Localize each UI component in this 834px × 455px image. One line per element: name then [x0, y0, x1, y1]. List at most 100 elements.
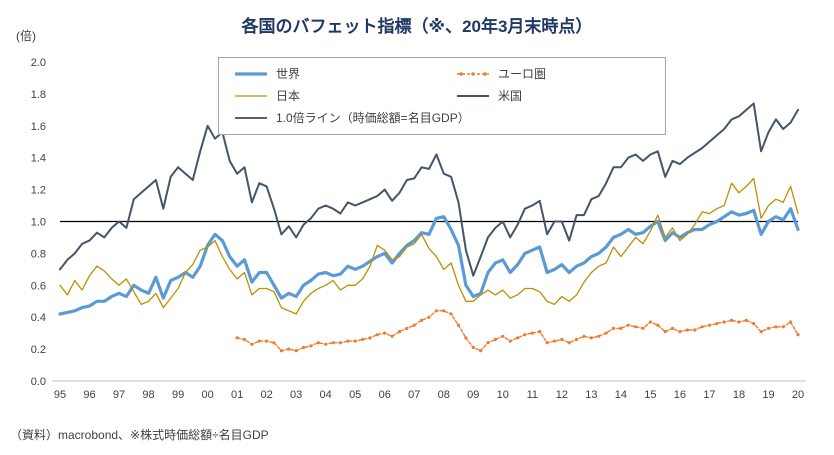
legend-label: ユーロ圏: [498, 67, 547, 81]
y-tick-label: 0.8: [31, 248, 46, 260]
y-tick-label: 2.0: [31, 57, 46, 69]
series-marker: [589, 336, 594, 340]
legend-line-swatch: [457, 72, 489, 76]
series-marker: [545, 341, 549, 345]
x-tick-label: 00: [201, 389, 213, 401]
series-marker: [331, 341, 335, 345]
series-marker: [316, 341, 320, 345]
series-marker: [324, 342, 328, 346]
series-marker: [508, 339, 512, 343]
series-marker: [294, 349, 298, 353]
legend-line-swatch: [235, 95, 267, 97]
x-tick-label: 04: [320, 389, 332, 401]
y-tick-label: 1.8: [31, 89, 46, 101]
x-tick-label: 13: [585, 389, 597, 401]
series-marker: [272, 341, 276, 345]
series-marker: [789, 320, 793, 324]
x-tick-label: 16: [674, 389, 686, 401]
series-marker: [700, 325, 704, 329]
series-marker: [656, 323, 660, 327]
series-marker: [493, 337, 497, 342]
x-tick-label: 17: [703, 389, 715, 401]
series-marker: [604, 331, 608, 335]
legend-item: 米国: [455, 89, 651, 103]
series-marker: [619, 326, 623, 330]
series-marker: [722, 320, 726, 324]
y-tick-label: 1.2: [31, 185, 46, 197]
legend-item: 世界: [233, 67, 455, 81]
series-marker: [257, 339, 261, 343]
x-tick-label: 11: [527, 389, 538, 401]
chart-title: 各国のバフェット指標（※、20年3月末時点）: [241, 17, 593, 36]
series-marker: [309, 344, 313, 348]
series-marker: [685, 328, 689, 332]
series-marker: [397, 330, 402, 334]
series-marker: [530, 331, 534, 335]
x-tick-label: 97: [113, 389, 125, 401]
y-tick-label: 1.0: [31, 217, 46, 229]
series-marker: [781, 325, 785, 329]
legend-line-swatch: [235, 72, 267, 76]
legend-label: 世界: [276, 67, 301, 81]
series-marker: [412, 323, 416, 327]
x-tick-label: 07: [408, 389, 420, 401]
series-marker: [582, 334, 586, 338]
series-marker: [567, 341, 571, 345]
series-marker: [575, 337, 579, 342]
series-marker: [301, 345, 306, 350]
y-tick-label: 0.4: [31, 312, 46, 324]
chart-legend: 世界 ユーロ圏 日本 米国 1.0倍ライン（時価総額=名目GDP）: [218, 57, 666, 135]
series-line-2: [59, 177, 799, 315]
series-marker: [486, 341, 490, 345]
x-tick-label: 05: [349, 389, 361, 401]
series-marker: [265, 339, 269, 343]
series-marker: [235, 336, 239, 340]
x-tick-label: 14: [615, 389, 627, 401]
series-marker: [766, 326, 771, 330]
x-tick-label: 19: [762, 389, 774, 401]
series-marker: [774, 325, 778, 329]
series-marker: [368, 336, 372, 340]
legend-line-swatch: [235, 117, 267, 119]
series-marker: [449, 312, 453, 316]
series-marker: [346, 339, 350, 343]
series-marker: [361, 337, 365, 342]
series-marker: [693, 328, 697, 332]
x-tick-label: 02: [261, 389, 273, 401]
series-marker: [434, 309, 438, 313]
series-marker: [752, 322, 756, 326]
y-tick-label: 0.0: [31, 376, 46, 388]
series-marker: [634, 325, 638, 329]
y-tick-label: 1.4: [31, 153, 46, 165]
legend-line-swatch: [457, 95, 489, 97]
y-tick-label: 1.6: [31, 121, 46, 133]
x-tick-label: 20: [792, 389, 804, 401]
series-marker: [516, 336, 520, 340]
series-marker: [737, 320, 741, 324]
series-marker: [707, 323, 712, 327]
y-axis-unit-label: (倍): [16, 29, 36, 43]
legend-item: ユーロ圏: [455, 67, 651, 81]
x-tick-label: 09: [467, 389, 479, 401]
series-marker: [560, 337, 564, 342]
x-tick-label: 10: [497, 389, 509, 401]
series-marker: [611, 326, 616, 330]
series-marker: [538, 330, 542, 334]
series-marker: [479, 349, 483, 353]
series-marker: [597, 334, 601, 338]
series-line-3: [59, 102, 799, 277]
series-marker: [648, 320, 653, 324]
series-marker: [287, 347, 291, 351]
y-tick-label: 0.2: [31, 344, 46, 356]
series-marker: [405, 326, 409, 330]
y-tick-label: 0.6: [31, 280, 46, 292]
series-marker: [442, 309, 446, 313]
series-marker: [375, 333, 379, 337]
series-marker: [626, 323, 630, 327]
series-marker: [471, 345, 475, 350]
series-marker: [390, 334, 394, 338]
x-tick-label: 95: [54, 389, 66, 401]
series-marker: [523, 333, 527, 337]
x-tick-label: 99: [172, 389, 184, 401]
